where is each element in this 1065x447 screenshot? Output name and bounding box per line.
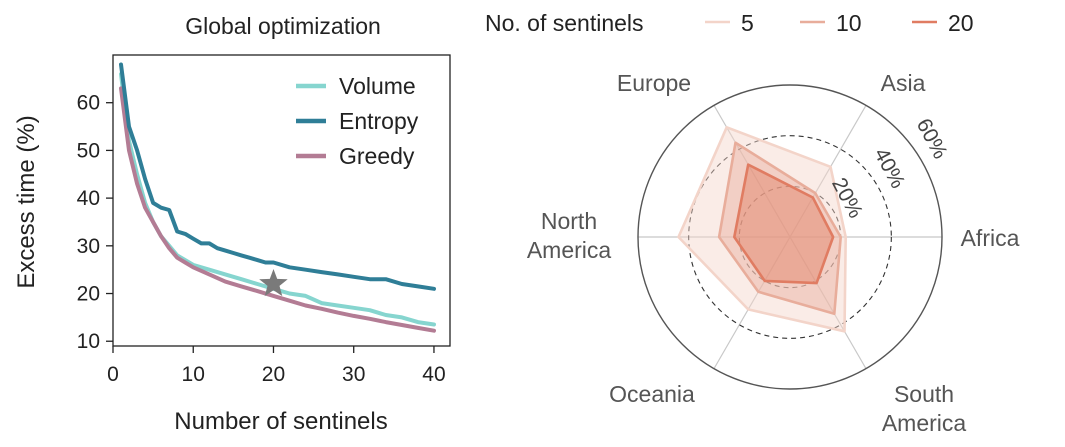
radar-legend-label: 5 — [741, 10, 754, 36]
radar-category-label: America — [527, 237, 612, 263]
radar-category-label: Africa — [961, 225, 1020, 251]
radar-category-label: North — [541, 208, 597, 234]
radar-legend-label: 20 — [948, 10, 974, 36]
y-axis-label: Excess time (%) — [13, 115, 40, 288]
x-tick-label: 40 — [422, 363, 445, 386]
radar-legend-label: 10 — [836, 10, 862, 36]
line-legend: Volume Entropy Greedy — [296, 73, 419, 169]
x-tick-label: 0 — [107, 363, 119, 386]
series-line-entropy — [119, 62, 436, 291]
y-tick-label: 40 — [77, 187, 100, 210]
radar-category-label: America — [882, 410, 967, 436]
radar-legend-title: No. of sentinels — [485, 10, 644, 36]
y-tick-label: 20 — [77, 283, 100, 306]
y-tick-label: 50 — [77, 139, 100, 162]
x-tick-label: 10 — [182, 363, 205, 386]
y-axis: 10 20 30 40 50 60 — [77, 92, 113, 353]
y-tick-label: 60 — [77, 92, 100, 115]
radar-spoke — [789, 105, 867, 238]
radar-ring — [637, 84, 943, 390]
radar-spoke — [789, 236, 867, 369]
plot-frame — [112, 54, 451, 347]
radar-legend: No. of sentinels 5 10 20 — [485, 10, 974, 36]
y-tick-label: 30 — [77, 235, 100, 258]
x-axis: 0 10 20 30 40 — [107, 346, 446, 386]
x-tick-label: 30 — [342, 363, 365, 386]
line-series-group — [119, 62, 436, 333]
radar-category-label: South — [894, 381, 954, 407]
radar-tick-label: 40% — [869, 144, 909, 192]
line-chart: Global optimization 0 10 20 30 40 10 20 30 40 50… — [13, 13, 451, 435]
radar-category-labels: Africa Asia Europe North America Oceania South… — [527, 70, 1020, 436]
legend-label: Entropy — [339, 108, 419, 134]
radar-category-label: Asia — [881, 70, 926, 96]
radar-spoke — [713, 236, 791, 369]
y-tick-label: 10 — [77, 330, 100, 353]
radar-series-5 — [677, 126, 848, 333]
star-marker — [259, 269, 288, 297]
series-line-greedy — [119, 86, 436, 333]
radar-category-label: Oceania — [609, 381, 695, 407]
radar-radial-ticks: 20%40%60% — [827, 115, 952, 222]
x-tick-label: 20 — [262, 363, 285, 386]
x-axis-label: Number of sentinels — [174, 408, 387, 435]
radar-series-20 — [732, 163, 835, 285]
radar-series-group — [677, 126, 848, 333]
radar-series-10 — [717, 141, 843, 316]
radar-category-label: Europe — [617, 70, 691, 96]
radar-chart: No. of sentinels 5 10 20 Africa Asia Europe N… — [485, 10, 1020, 436]
radar-ring — [688, 135, 892, 339]
legend-label: Greedy — [339, 143, 415, 169]
legend-label: Volume — [339, 73, 416, 99]
line-chart-title: Global optimization — [185, 13, 381, 39]
